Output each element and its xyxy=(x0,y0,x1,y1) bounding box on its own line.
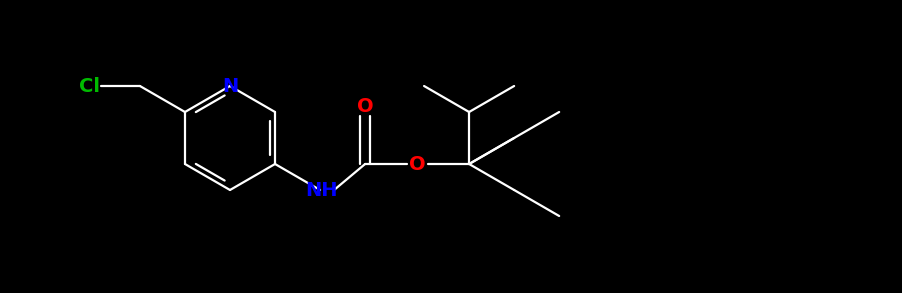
Text: O: O xyxy=(357,97,373,116)
Text: NH: NH xyxy=(305,180,337,200)
Text: O: O xyxy=(409,154,426,173)
Text: Cl: Cl xyxy=(78,76,99,96)
Text: N: N xyxy=(222,76,238,96)
